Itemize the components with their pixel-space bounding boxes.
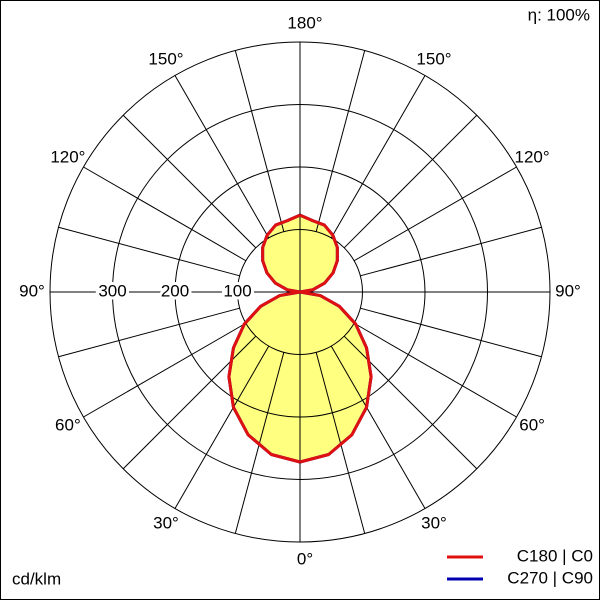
angle-label: 90° — [19, 281, 45, 300]
area — [300, 215, 372, 462]
spoke — [353, 322, 517, 418]
angle-label: 120° — [50, 147, 85, 166]
spoke — [83, 322, 247, 418]
radial-label: 300 — [98, 281, 126, 300]
spoke — [360, 226, 542, 277]
spoke — [343, 335, 478, 470]
angle-label: 150° — [148, 49, 183, 68]
curve — [227, 213, 302, 464]
efficiency-label: η: 100% — [528, 5, 590, 24]
angle-label: 120° — [515, 147, 550, 166]
spoke — [174, 345, 270, 509]
spoke — [122, 335, 257, 470]
unit-label: cd/klm — [12, 569, 61, 588]
legend-label: C270 | C90 — [507, 568, 593, 587]
spoke — [330, 75, 426, 239]
spoke — [360, 307, 542, 358]
angle-label: 60° — [55, 415, 81, 434]
radial-label: 100 — [223, 281, 251, 300]
angle-label: 30° — [153, 514, 179, 533]
spoke — [83, 166, 247, 262]
spoke — [234, 50, 285, 232]
spoke — [122, 114, 257, 249]
spoke — [315, 50, 366, 232]
legend-label: C180 | C0 — [517, 546, 593, 565]
spoke — [58, 307, 240, 358]
spoke — [353, 166, 517, 262]
angle-label: 30° — [421, 514, 447, 533]
spoke — [58, 226, 240, 277]
angle-label: 60° — [519, 415, 545, 434]
spoke — [174, 75, 270, 239]
area — [228, 215, 300, 462]
radial-label: 200 — [161, 281, 189, 300]
spoke — [343, 114, 478, 249]
spoke — [330, 345, 426, 509]
angle-label: 0° — [297, 549, 313, 568]
angle-label: 150° — [416, 49, 451, 68]
angle-label: 90° — [555, 281, 581, 300]
angle-label: 180° — [287, 13, 322, 32]
